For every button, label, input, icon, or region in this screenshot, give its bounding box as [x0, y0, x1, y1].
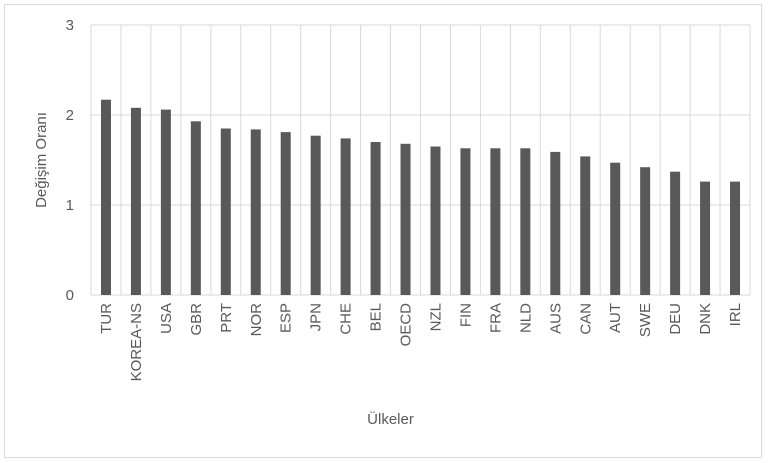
x-tick-label: KOREA-NS: [128, 303, 145, 381]
x-tick-label: CAN: [577, 303, 594, 335]
x-tick-label: NZL: [427, 303, 444, 331]
y-tick-label: 3: [66, 17, 74, 34]
bar: [550, 151, 561, 295]
bar: [340, 138, 351, 295]
x-tick-label: CHE: [338, 303, 355, 335]
bar: [190, 121, 201, 295]
x-tick-label: USA: [158, 303, 175, 334]
bar: [640, 167, 651, 295]
x-tick-label: ESP: [278, 303, 295, 333]
bar: [280, 132, 291, 295]
x-tick-label: OECD: [398, 303, 415, 347]
x-tick-label: JPN: [308, 303, 325, 331]
x-tick-label: PRT: [218, 303, 235, 333]
x-tick-label: FRA: [487, 303, 504, 333]
bar: [370, 142, 381, 295]
x-tick-labels: TUR KOREA-NS USA GBR PRT NOR ESP JPN CHE BEL OECD N…: [98, 303, 744, 382]
x-tick-label: BEL: [368, 303, 385, 331]
y-tick-labels: 0 1 2 3: [66, 17, 74, 304]
x-tick-label: DEU: [667, 303, 684, 335]
x-tick-label: NOR: [248, 303, 265, 337]
bar: [100, 99, 111, 295]
bar: [490, 148, 501, 295]
y-axis-title: Değişim Oranı: [33, 112, 50, 208]
bar: [310, 135, 321, 295]
bar: [250, 129, 261, 295]
bar: [580, 156, 591, 295]
y-tick-label: 0: [66, 287, 74, 304]
gridlines: [90, 24, 751, 296]
x-tick-label: DNK: [697, 303, 714, 335]
y-tick-label: 1: [66, 197, 74, 214]
x-tick-label: FIN: [457, 303, 474, 327]
bar: [460, 148, 471, 295]
bar: [130, 107, 141, 295]
bar: [220, 128, 231, 295]
bar: [700, 181, 711, 295]
x-tick-label: NLD: [517, 303, 534, 333]
x-axis-title: Ülkeler: [367, 410, 414, 428]
x-tick-label: GBR: [188, 303, 205, 336]
bar: [670, 171, 681, 295]
bar: [400, 143, 411, 295]
x-tick-label: AUT: [607, 303, 624, 333]
bar: [160, 109, 171, 295]
x-tick-label: SWE: [637, 303, 654, 337]
x-tick-label: TUR: [98, 303, 115, 334]
y-tick-label: 2: [66, 107, 74, 124]
bars: [100, 99, 741, 295]
chart-frame: [4, 4, 762, 458]
x-tick-label: IRL: [727, 303, 744, 326]
bar: [520, 148, 531, 295]
bar: [730, 181, 741, 295]
bar: [610, 162, 621, 295]
x-tick-label: AUS: [547, 303, 564, 334]
bar: [430, 146, 441, 295]
